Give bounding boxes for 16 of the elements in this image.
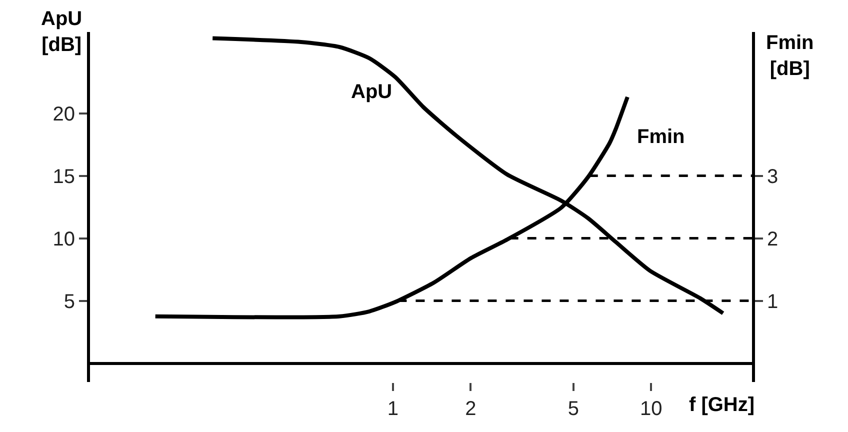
y-tick-label: 10 xyxy=(52,228,75,250)
y-tick-label: 20 xyxy=(52,103,75,126)
y-tick-label: 15 xyxy=(52,166,75,188)
x-tick-label: 2 xyxy=(465,398,476,420)
x-tick-label: 10 xyxy=(640,398,662,420)
y2-axis-title: Fmin [dB] xyxy=(766,32,814,80)
y2-tick-label: 3 xyxy=(767,166,778,188)
series-label: Fmin xyxy=(637,126,685,148)
y-axis-title: ApU [dB] xyxy=(41,8,82,56)
x-tick-label: 5 xyxy=(568,398,579,420)
y-tick-label: 5 xyxy=(64,290,75,313)
series-label: ApU xyxy=(351,81,392,103)
y2-tick-label: 2 xyxy=(767,228,778,250)
x-tick-label: 1 xyxy=(387,398,399,420)
x-axis-title: f [GHz] xyxy=(689,394,755,416)
y2-tick-label: 1 xyxy=(767,290,778,313)
